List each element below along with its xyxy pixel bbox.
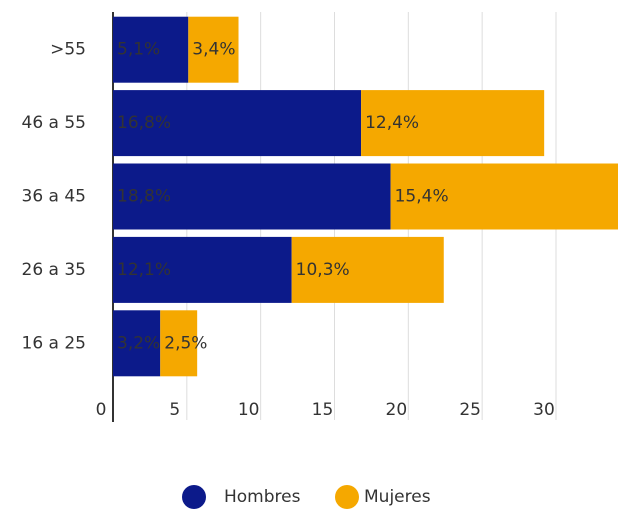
bar-segment — [113, 90, 362, 157]
y-tick-label: 26 a 35 — [22, 260, 87, 280]
legend-label: Hombres — [224, 487, 301, 507]
value-label: 12,1% — [117, 260, 171, 280]
y-tick-label: >55 — [50, 40, 86, 60]
value-label: 2,5% — [164, 333, 207, 353]
legend-swatch — [182, 485, 206, 509]
bar-segment — [160, 310, 198, 377]
bar-segment — [188, 16, 239, 83]
x-tick-label: 20 — [386, 400, 408, 420]
y-tick-label: 36 a 45 — [22, 187, 87, 207]
bar-segment — [390, 163, 618, 230]
x-tick-label: 15 — [312, 400, 334, 420]
legend-label: Mujeres — [364, 487, 431, 507]
value-label: 16,8% — [117, 113, 171, 133]
bar-segment — [113, 310, 161, 377]
legend-swatch — [335, 485, 359, 509]
value-label: 12,4% — [365, 113, 419, 133]
x-tick-label: 30 — [533, 400, 555, 420]
value-label: 10,3% — [296, 260, 350, 280]
value-label: 3,4% — [192, 40, 235, 60]
bar-segment — [291, 236, 444, 303]
x-tick-label: 0 — [96, 400, 107, 420]
bar-segment — [361, 90, 545, 157]
x-tick-label: 25 — [459, 400, 481, 420]
x-tick-label: 10 — [238, 400, 260, 420]
bar-segment — [113, 236, 292, 303]
value-label: 18,8% — [117, 187, 171, 207]
value-label: 3,2% — [117, 333, 160, 353]
y-tick-label: 16 a 25 — [22, 333, 87, 353]
bar-segment — [113, 16, 189, 83]
value-label: 5,1% — [117, 40, 160, 60]
x-tick-label: 5 — [169, 400, 180, 420]
bar-segment — [113, 163, 391, 230]
y-tick-label: 46 a 55 — [22, 113, 87, 133]
value-label: 15,4% — [395, 187, 449, 207]
